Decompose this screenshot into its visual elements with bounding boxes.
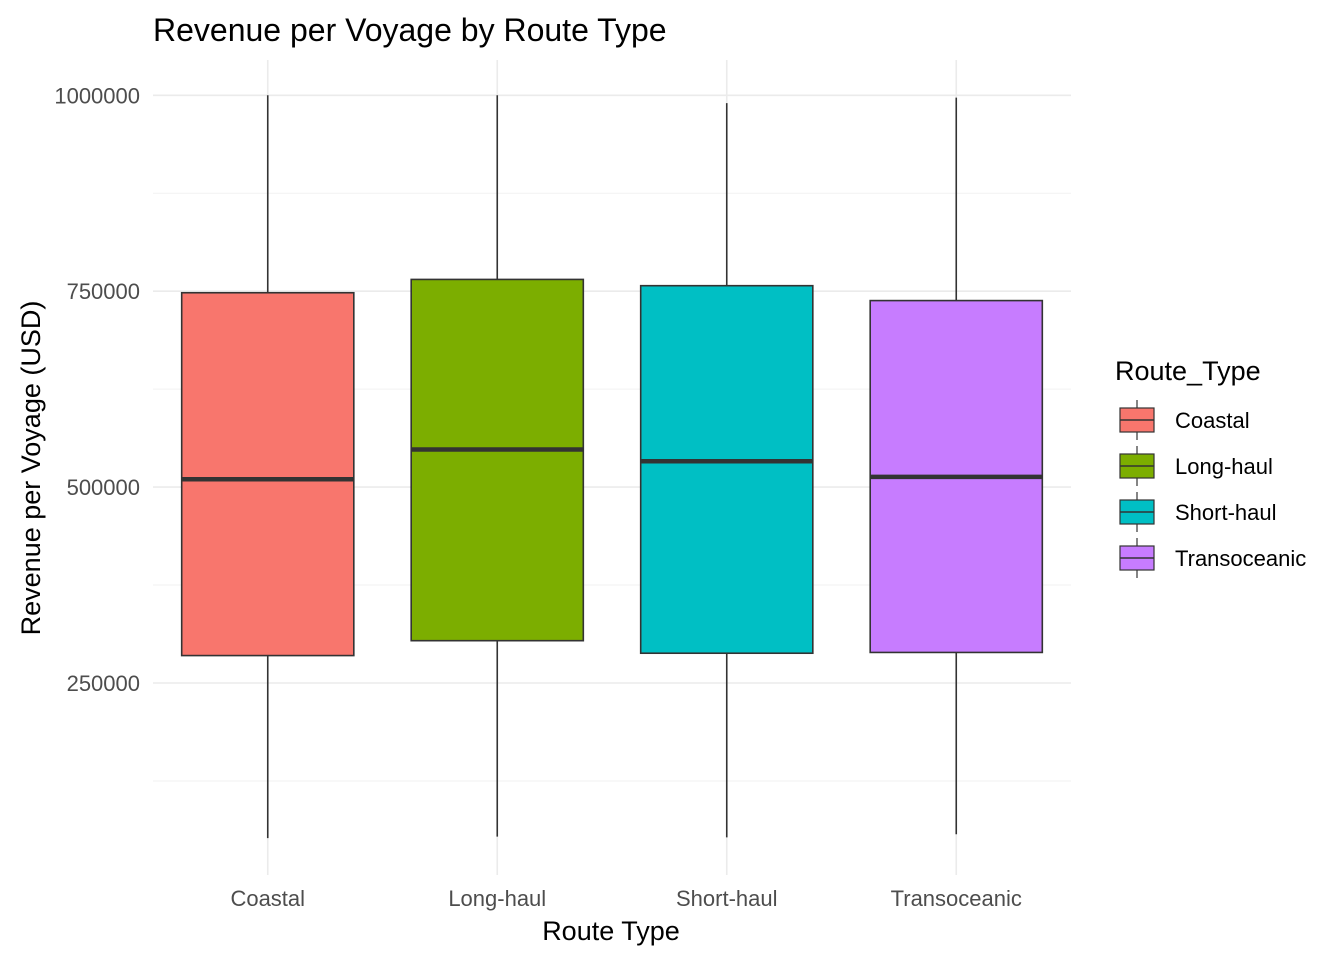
- x-tick-label: Short-haul: [676, 886, 778, 911]
- x-tick-label: Coastal: [230, 886, 305, 911]
- boxes: [180, 95, 1044, 839]
- box-short-haul: [639, 103, 814, 838]
- legend-label: Transoceanic: [1175, 546, 1306, 571]
- legend-label: Coastal: [1175, 408, 1250, 433]
- box-long-haul: [410, 95, 585, 837]
- x-axis-title: Route Type: [542, 916, 680, 946]
- box-body: [410, 278, 585, 642]
- box-coastal: [180, 95, 355, 839]
- x-tick-label: Transoceanic: [891, 886, 1022, 911]
- box-body: [639, 284, 814, 655]
- legend: Route_Type Coastal Long-haul Short-haul Tra…: [1115, 356, 1306, 578]
- y-tick-label: 250000: [67, 671, 140, 696]
- box-body: [180, 291, 355, 657]
- legend-title: Route_Type: [1115, 356, 1261, 386]
- legend-item-coastal: Coastal: [1119, 400, 1250, 440]
- box-transoceanic: [869, 97, 1044, 835]
- chart-title: Revenue per Voyage by Route Type: [153, 12, 667, 48]
- y-tick-label: 1000000: [54, 83, 140, 108]
- y-tick-labels: 250000 500000 750000 1000000: [54, 83, 140, 696]
- y-axis-title: Revenue per Voyage (USD): [16, 301, 46, 636]
- x-tick-labels: Coastal Long-haul Short-haul Transoceanic: [230, 886, 1021, 911]
- y-tick-label: 500000: [67, 475, 140, 500]
- legend-item-long-haul: Long-haul: [1119, 446, 1273, 486]
- x-tick-label: Long-haul: [448, 886, 546, 911]
- legend-item-short-haul: Short-haul: [1119, 492, 1277, 532]
- legend-label: Long-haul: [1175, 454, 1273, 479]
- y-tick-label: 750000: [67, 279, 140, 304]
- legend-item-transoceanic: Transoceanic: [1119, 538, 1306, 578]
- legend-label: Short-haul: [1175, 500, 1277, 525]
